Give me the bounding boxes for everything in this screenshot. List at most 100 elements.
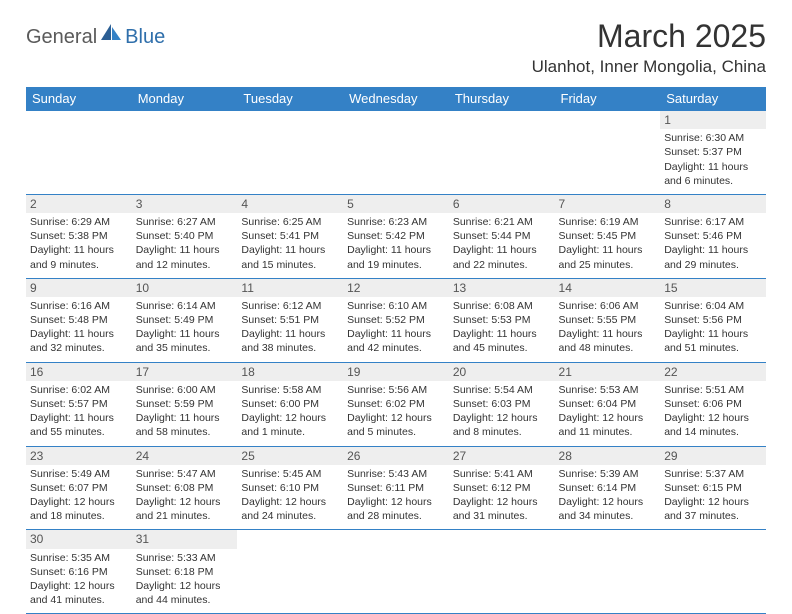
calendar-cell: 14Sunrise: 6:06 AMSunset: 5:55 PMDayligh…: [555, 278, 661, 362]
sunrise-text: Sunrise: 6:21 AM: [453, 215, 551, 229]
calendar-cell: [343, 530, 449, 614]
daylight-text: and 25 minutes.: [559, 258, 657, 272]
daylight-text: Daylight: 11 hours: [136, 411, 234, 425]
sunset-text: Sunset: 5:56 PM: [664, 313, 762, 327]
sunrise-text: Sunrise: 5:58 AM: [241, 383, 339, 397]
calendar-row: 30Sunrise: 5:35 AMSunset: 6:16 PMDayligh…: [26, 530, 766, 614]
sunset-text: Sunset: 5:49 PM: [136, 313, 234, 327]
daylight-text: and 32 minutes.: [30, 341, 128, 355]
sunset-text: Sunset: 5:45 PM: [559, 229, 657, 243]
header: General Blue March 2025 Ulanhot, Inner M…: [26, 18, 766, 77]
sunset-text: Sunset: 5:55 PM: [559, 313, 657, 327]
daylight-text: Daylight: 11 hours: [136, 243, 234, 257]
daylight-text: and 41 minutes.: [30, 593, 128, 607]
sunrise-text: Sunrise: 6:29 AM: [30, 215, 128, 229]
daylight-text: and 6 minutes.: [664, 174, 762, 188]
weekday-header-row: SundayMondayTuesdayWednesdayThursdayFrid…: [26, 87, 766, 111]
calendar-cell: 18Sunrise: 5:58 AMSunset: 6:00 PMDayligh…: [237, 362, 343, 446]
sunset-text: Sunset: 5:52 PM: [347, 313, 445, 327]
daylight-text: Daylight: 11 hours: [30, 243, 128, 257]
day-number: 13: [449, 279, 555, 297]
weekday-wednesday: Wednesday: [343, 87, 449, 111]
calendar-cell: 28Sunrise: 5:39 AMSunset: 6:14 PMDayligh…: [555, 446, 661, 530]
sunrise-text: Sunrise: 6:17 AM: [664, 215, 762, 229]
daylight-text: and 55 minutes.: [30, 425, 128, 439]
calendar-cell: 30Sunrise: 5:35 AMSunset: 6:16 PMDayligh…: [26, 530, 132, 614]
daylight-text: and 58 minutes.: [136, 425, 234, 439]
day-number: 1: [660, 111, 766, 129]
daylight-text: Daylight: 12 hours: [30, 495, 128, 509]
daylight-text: Daylight: 12 hours: [136, 495, 234, 509]
sunset-text: Sunset: 5:37 PM: [664, 145, 762, 159]
calendar-cell: 17 Sunrise: 6:00 AMSunset: 5:59 PMDayligh…: [132, 362, 238, 446]
calendar-cell: 6Sunrise: 6:21 AMSunset: 5:44 PMDaylight…: [449, 194, 555, 278]
daylight-text: Daylight: 11 hours: [241, 243, 339, 257]
day-number: 23: [26, 447, 132, 465]
day-number: 12: [343, 279, 449, 297]
daylight-text: and 28 minutes.: [347, 509, 445, 523]
calendar-cell: [555, 111, 661, 195]
sunrise-text: Sunrise: 5:39 AM: [559, 467, 657, 481]
daylight-text: Daylight: 11 hours: [347, 243, 445, 257]
sunset-text: Sunset: 5:40 PM: [136, 229, 234, 243]
sunset-text: Sunset: 6:04 PM: [559, 397, 657, 411]
calendar-table: SundayMondayTuesdayWednesdayThursdayFrid…: [26, 87, 766, 614]
daylight-text: and 34 minutes.: [559, 509, 657, 523]
daylight-text: and 8 minutes.: [453, 425, 551, 439]
calendar-cell: [660, 530, 766, 614]
calendar-cell: 26Sunrise: 5:43 AMSunset: 6:11 PMDayligh…: [343, 446, 449, 530]
day-number: 21: [555, 363, 661, 381]
calendar-cell: 20Sunrise: 5:54 AMSunset: 6:03 PMDayligh…: [449, 362, 555, 446]
weekday-tuesday: Tuesday: [237, 87, 343, 111]
location-subtitle: Ulanhot, Inner Mongolia, China: [532, 57, 766, 77]
sunset-text: Sunset: 6:12 PM: [453, 481, 551, 495]
weekday-monday: Monday: [132, 87, 238, 111]
calendar-cell: [449, 530, 555, 614]
weekday-friday: Friday: [555, 87, 661, 111]
daylight-text: Daylight: 12 hours: [559, 495, 657, 509]
sunrise-text: Sunrise: 5:53 AM: [559, 383, 657, 397]
sunrise-text: Sunrise: 6:23 AM: [347, 215, 445, 229]
sunrise-text: Sunrise: 6:00 AM: [136, 383, 234, 397]
daylight-text: Daylight: 11 hours: [30, 411, 128, 425]
calendar-cell: 25Sunrise: 5:45 AMSunset: 6:10 PMDayligh…: [237, 446, 343, 530]
weekday-thursday: Thursday: [449, 87, 555, 111]
day-number: 17: [132, 363, 238, 381]
daylight-text: Daylight: 11 hours: [559, 243, 657, 257]
calendar-row: 1Sunrise: 6:30 AMSunset: 5:37 PMDaylight…: [26, 111, 766, 195]
daylight-text: Daylight: 12 hours: [453, 411, 551, 425]
day-number: 8: [660, 195, 766, 213]
calendar-cell: 21Sunrise: 5:53 AMSunset: 6:04 PMDayligh…: [555, 362, 661, 446]
daylight-text: and 38 minutes.: [241, 341, 339, 355]
daylight-text: and 12 minutes.: [136, 258, 234, 272]
sunset-text: Sunset: 5:57 PM: [30, 397, 128, 411]
day-number: 4: [237, 195, 343, 213]
daylight-text: and 18 minutes.: [30, 509, 128, 523]
day-number: 11: [237, 279, 343, 297]
calendar-cell: 24Sunrise: 5:47 AMSunset: 6:08 PMDayligh…: [132, 446, 238, 530]
calendar-cell: [343, 111, 449, 195]
sunrise-text: Sunrise: 5:33 AM: [136, 551, 234, 565]
sunrise-text: Sunrise: 5:47 AM: [136, 467, 234, 481]
daylight-text: Daylight: 11 hours: [453, 327, 551, 341]
calendar-cell: 15Sunrise: 6:04 AMSunset: 5:56 PMDayligh…: [660, 278, 766, 362]
sunset-text: Sunset: 5:59 PM: [136, 397, 234, 411]
calendar-row: 16Sunrise: 6:02 AMSunset: 5:57 PMDayligh…: [26, 362, 766, 446]
daylight-text: Daylight: 12 hours: [664, 411, 762, 425]
sunset-text: Sunset: 6:06 PM: [664, 397, 762, 411]
day-number: 2: [26, 195, 132, 213]
sunrise-text: Sunrise: 5:41 AM: [453, 467, 551, 481]
daylight-text: and 31 minutes.: [453, 509, 551, 523]
calendar-cell: 7Sunrise: 6:19 AMSunset: 5:45 PMDaylight…: [555, 194, 661, 278]
daylight-text: Daylight: 11 hours: [136, 327, 234, 341]
sunrise-text: Sunrise: 5:35 AM: [30, 551, 128, 565]
daylight-text: Daylight: 11 hours: [347, 327, 445, 341]
calendar-cell: 9Sunrise: 6:16 AMSunset: 5:48 PMDaylight…: [26, 278, 132, 362]
daylight-text: Daylight: 11 hours: [453, 243, 551, 257]
sunset-text: Sunset: 6:14 PM: [559, 481, 657, 495]
daylight-text: and 14 minutes.: [664, 425, 762, 439]
daylight-text: Daylight: 11 hours: [241, 327, 339, 341]
calendar-cell: 16Sunrise: 6:02 AMSunset: 5:57 PMDayligh…: [26, 362, 132, 446]
daylight-text: Daylight: 12 hours: [347, 495, 445, 509]
day-number: 3: [132, 195, 238, 213]
